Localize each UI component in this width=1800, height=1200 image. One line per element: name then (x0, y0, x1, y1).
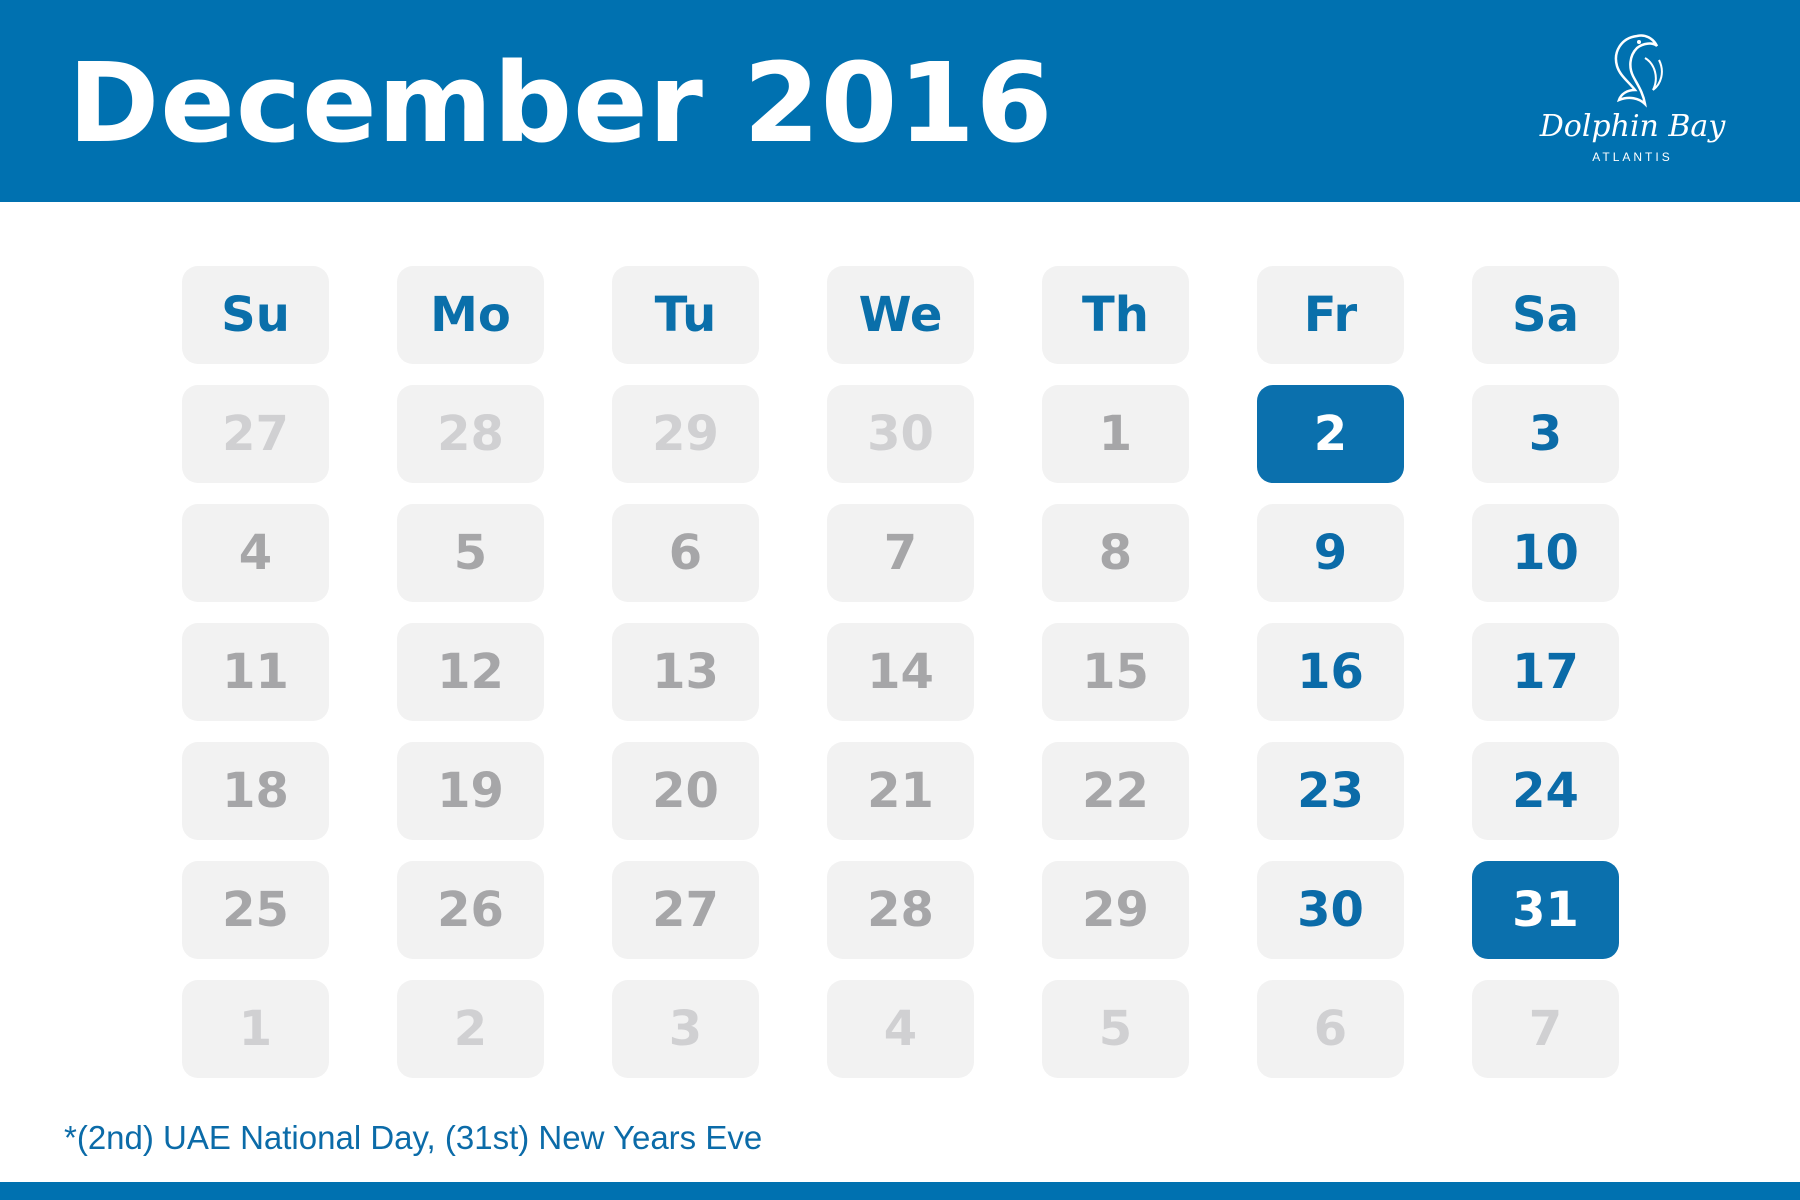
day-cell: 17 (1472, 623, 1619, 721)
page-title: December 2016 (68, 39, 1054, 167)
dolphin-icon (1614, 34, 1663, 108)
day-cell: 4 (182, 504, 329, 602)
logo-subtitle: ATLANTIS (1592, 150, 1673, 164)
day-cell: 23 (1257, 742, 1404, 840)
day-cell: 4 (827, 980, 974, 1078)
day-cell: 1 (1042, 385, 1189, 483)
day-cell: 28 (827, 861, 974, 959)
day-cell: 14 (827, 623, 974, 721)
day-cell-highlighted: 2 (1257, 385, 1404, 483)
day-name-sunday: Su (182, 266, 329, 364)
day-cell: 13 (612, 623, 759, 721)
day-cell: 8 (1042, 504, 1189, 602)
day-cell: 19 (397, 742, 544, 840)
day-cell: 6 (1257, 980, 1404, 1078)
day-cell: 11 (182, 623, 329, 721)
day-cell: 28 (397, 385, 544, 483)
day-cell: 22 (1042, 742, 1189, 840)
day-cell: 7 (1472, 980, 1619, 1078)
day-name-thursday: Th (1042, 266, 1189, 364)
day-cell: 3 (1472, 385, 1619, 483)
day-cell: 27 (612, 861, 759, 959)
day-cell-highlighted: 31 (1472, 861, 1619, 959)
day-name-tuesday: Tu (612, 266, 759, 364)
day-cell: 20 (612, 742, 759, 840)
day-name-wednesday: We (827, 266, 974, 364)
day-cell: 1 (182, 980, 329, 1078)
header-bar: December 2016 Dolphin Bay ATLANTIS (0, 0, 1800, 202)
logo-wordmark: Dolphin Bay (1539, 109, 1726, 144)
day-cell: 30 (1257, 861, 1404, 959)
day-cell: 24 (1472, 742, 1619, 840)
day-cell: 6 (612, 504, 759, 602)
day-cell: 5 (397, 504, 544, 602)
day-cell: 5 (1042, 980, 1189, 1078)
day-name-monday: Mo (397, 266, 544, 364)
day-cell: 27 (182, 385, 329, 483)
holiday-note: *(2nd) UAE National Day, (31st) New Year… (64, 1119, 763, 1156)
day-cell: 29 (612, 385, 759, 483)
day-cell: 21 (827, 742, 974, 840)
dolphin-bay-logo: Dolphin Bay ATLANTIS (1525, 28, 1740, 178)
day-name-friday: Fr (1257, 266, 1404, 364)
day-cell: 7 (827, 504, 974, 602)
day-cell: 25 (182, 861, 329, 959)
day-cell: 12 (397, 623, 544, 721)
day-cell: 26 (397, 861, 544, 959)
day-name-saturday: Sa (1472, 266, 1619, 364)
day-cell: 10 (1472, 504, 1619, 602)
day-cell: 2 (397, 980, 544, 1078)
day-cell: 30 (827, 385, 974, 483)
day-cell: 9 (1257, 504, 1404, 602)
day-cell: 18 (182, 742, 329, 840)
day-cell: 29 (1042, 861, 1189, 959)
day-cell: 3 (612, 980, 759, 1078)
day-cell: 16 (1257, 623, 1404, 721)
calendar-grid: Su Mo Tu We Th Fr Sa 27 28 29 30 1 2 3 4 5 6 7 8 9 10… (182, 266, 1619, 1078)
footer-bar (0, 1182, 1800, 1200)
day-cell: 15 (1042, 623, 1189, 721)
